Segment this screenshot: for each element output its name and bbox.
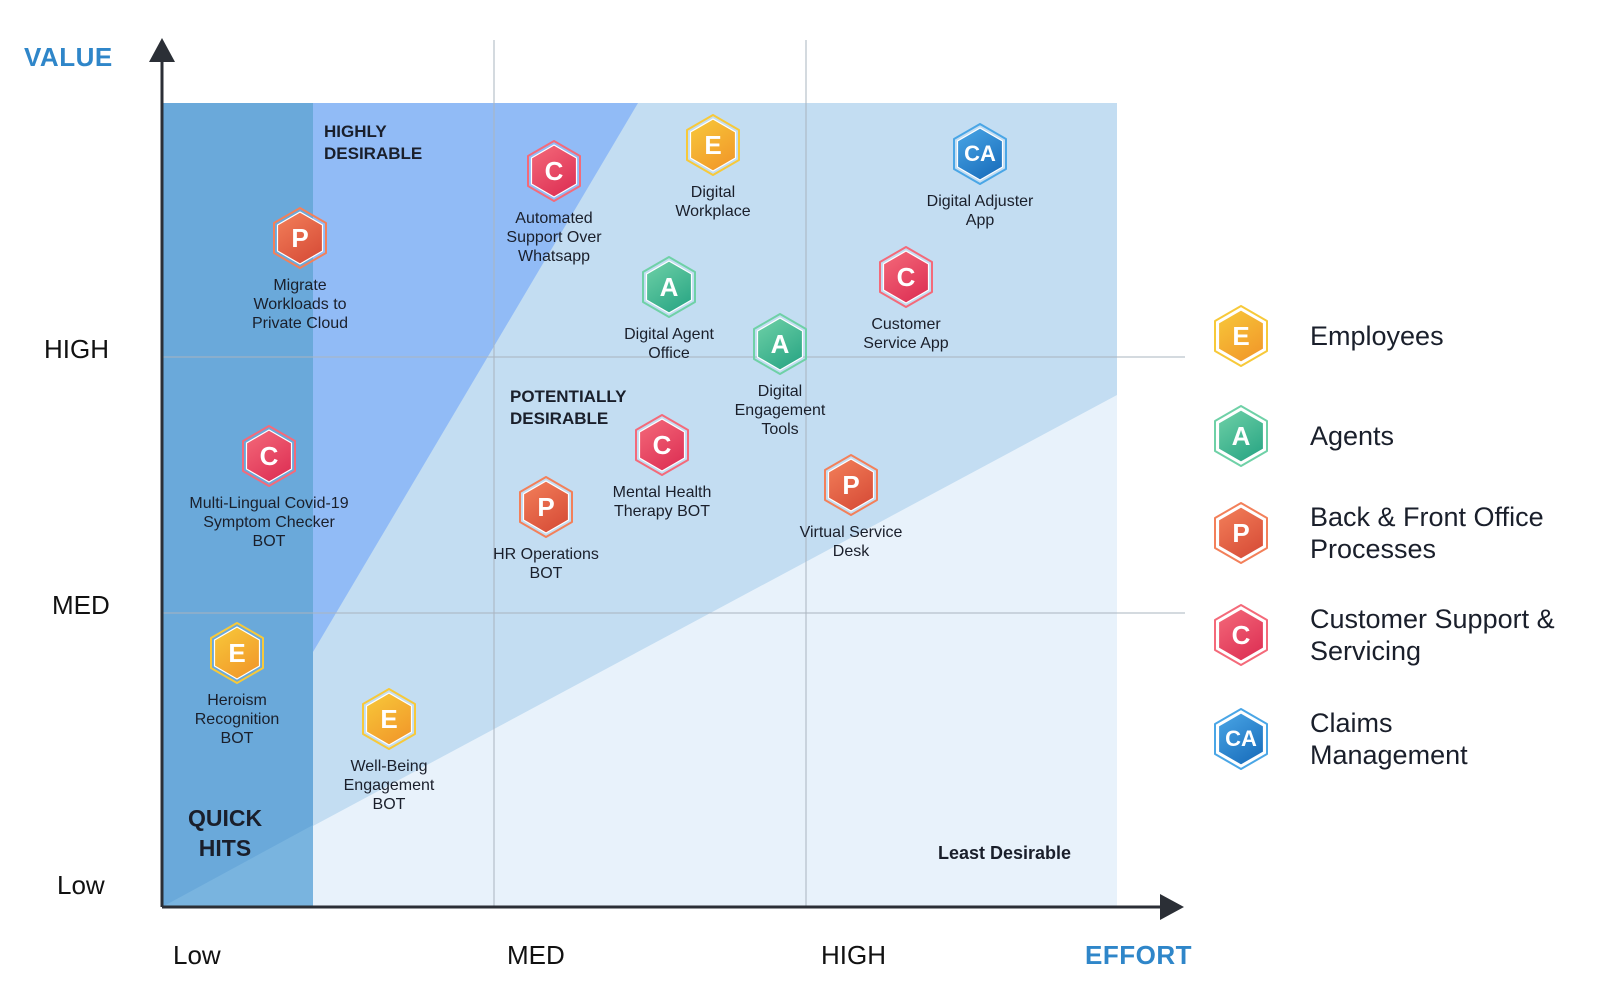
initiative-label: Digital Adjuster App: [926, 193, 1034, 229]
y-axis-title: VALUE: [24, 42, 113, 72]
y-tick-high: HIGH: [44, 334, 109, 364]
region-label-quick-hits: QUICK HITS: [187, 805, 263, 861]
legend-label: Claims Management: [1310, 708, 1468, 770]
category-letter: A: [659, 272, 679, 302]
initiative-label: Digital Workplace: [675, 184, 751, 220]
legend-item: E Employees: [1208, 303, 1588, 383]
category-letter: C: [544, 156, 564, 186]
category-hexagon-icon: C: [236, 423, 302, 489]
y-tick-low: Low: [57, 870, 105, 900]
initiative-label: Digital Agent Office: [624, 326, 714, 362]
legend-letter: E: [1232, 321, 1250, 351]
region-label-highly-desirable: HIGHLY DESIRABLE: [324, 122, 423, 163]
category-hexagon-icon: A: [636, 254, 702, 320]
category-hexagon-icon: C: [629, 412, 695, 478]
initiative-label: Virtual Service Desk: [799, 524, 903, 560]
category-hexagon-icon: C: [873, 244, 939, 310]
category-hexagon-icon: A: [747, 311, 813, 377]
category-letter: C: [259, 441, 279, 471]
legend-item: CA Claims Management: [1208, 706, 1588, 786]
legend-label: Customer Support & Servicing: [1310, 604, 1555, 666]
initiative-label: Well-Being Engagement BOT: [343, 758, 435, 813]
initiative-label: Automated Support Over Whatsapp: [506, 210, 602, 265]
initiative-label: Migrate Workloads to Private Cloud: [251, 277, 349, 332]
y-axis-arrow: [149, 38, 175, 62]
legend-label: Agents: [1310, 421, 1395, 451]
category-letter: E: [704, 130, 722, 160]
legend-hexagon-icon: C: [1208, 602, 1274, 668]
x-axis-arrow: [1160, 894, 1184, 920]
legend-hexagon-icon: CA: [1208, 706, 1274, 772]
region-label-least-desirable: Least Desirable: [938, 843, 1072, 863]
initiative-label: Customer Service App: [863, 316, 949, 352]
legend-item: P Back & Front Office Processes: [1208, 500, 1588, 580]
region-label-potentially-desirable: POTENTIALLY DESIRABLE: [510, 387, 627, 428]
category-letter: P: [537, 492, 555, 522]
category-hexagon-icon: E: [680, 112, 746, 178]
category-letter: C: [896, 262, 916, 292]
legend-item: C Customer Support & Servicing: [1208, 602, 1588, 682]
category-letter: E: [228, 638, 246, 668]
category-hexagon-icon: E: [204, 620, 270, 686]
category-hexagon-icon: C: [521, 138, 587, 204]
legend-hexagon-icon: E: [1208, 303, 1274, 369]
legend-label: Employees: [1310, 321, 1444, 351]
legend-hexagon-icon: A: [1208, 403, 1274, 469]
region-quick-hits: [162, 103, 313, 907]
region-quick-hits-lower: [162, 825, 313, 907]
category-hexagon-icon: P: [818, 452, 884, 518]
x-tick-low: Low: [173, 940, 221, 970]
category-hexagon-icon: E: [356, 686, 422, 752]
x-tick-high: HIGH: [821, 940, 886, 970]
initiative-label: Heroism Recognition BOT: [194, 692, 280, 747]
initiative-label: Digital Engagement Tools: [734, 383, 826, 438]
category-letter: P: [842, 470, 860, 500]
legend-item: A Agents: [1208, 403, 1588, 483]
y-tick-med: MED: [52, 590, 110, 620]
x-axis-title: EFFORT: [1085, 940, 1192, 970]
legend-letter: CA: [1225, 726, 1257, 751]
category-letter: CA: [964, 141, 996, 166]
legend-hexagon-icon: P: [1208, 500, 1274, 566]
category-hexagon-icon: P: [267, 205, 333, 271]
initiative-label: Multi-Lingual Covid-19 Symptom Checker B…: [189, 495, 349, 550]
legend-letter: P: [1232, 518, 1250, 548]
category-letter: E: [380, 704, 398, 734]
category-letter: P: [291, 223, 309, 253]
legend-label: Back & Front Office Processes: [1310, 502, 1544, 564]
category-letter: A: [770, 329, 790, 359]
initiative-label: HR Operations BOT: [493, 546, 599, 582]
category-hexagon-icon: CA: [947, 121, 1013, 187]
category-hexagon-icon: P: [513, 474, 579, 540]
x-tick-med: MED: [507, 940, 565, 970]
initiative-label: Mental Health Therapy BOT: [612, 484, 712, 520]
category-letter: C: [652, 430, 672, 460]
legend-letter: C: [1231, 620, 1251, 650]
legend-letter: A: [1231, 421, 1251, 451]
